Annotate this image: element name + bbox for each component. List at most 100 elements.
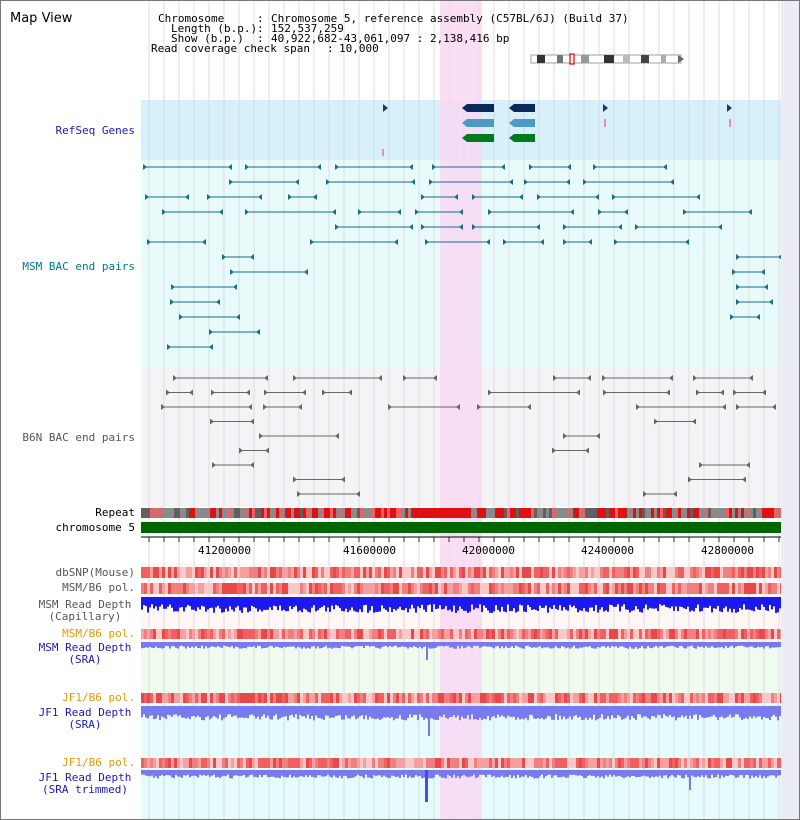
pol-cell (351, 583, 354, 594)
repeat-cell (642, 508, 645, 518)
track-label-jf1-pol-1[interactable]: JF1/B6 pol. (62, 691, 135, 704)
depth-bar (663, 642, 665, 649)
pol-cell (288, 567, 291, 578)
pol-cell (594, 693, 597, 703)
pol-cell (771, 583, 774, 594)
depth-bar (749, 706, 751, 717)
depth-bar (145, 706, 147, 718)
polymorphism-strips[interactable] (141, 567, 783, 768)
depth-bar (253, 770, 255, 777)
pol-cell (528, 583, 531, 594)
depth-bar (421, 706, 423, 717)
track-label-msm-depth-cap[interactable]: MSM Read Depth (Capillary) (33, 599, 137, 623)
depth-bar (769, 706, 771, 721)
pol-cell (342, 758, 345, 768)
bac-end (246, 389, 250, 396)
pol-cell (594, 629, 597, 639)
track-label-msm-bac[interactable]: MSM BAC end pairs (22, 260, 135, 273)
repeat-track[interactable] (141, 508, 783, 518)
pol-cell (468, 567, 471, 578)
bac-end (570, 209, 574, 215)
depth-bar (141, 597, 143, 610)
pol-cell (447, 567, 450, 578)
pol-cell (258, 693, 261, 703)
repeat-cell (291, 508, 294, 518)
track-label-refseq[interactable]: RefSeq Genes (55, 124, 135, 137)
depth-bar (675, 770, 677, 778)
repeat-cell (621, 508, 624, 518)
track-label-jf1-pol-2[interactable]: JF1/B6 pol. (62, 756, 135, 769)
depth-bar (629, 770, 631, 778)
depth-bar (181, 706, 183, 718)
depth-bar (269, 770, 271, 777)
pol-cell (579, 629, 582, 639)
depth-bar (317, 597, 319, 611)
pol-cell (300, 567, 303, 578)
refseq-genes[interactable] (382, 104, 732, 156)
depth-bar (181, 770, 183, 778)
depth-bar (703, 706, 705, 719)
bac-end (293, 476, 297, 483)
depth-bar (155, 642, 157, 647)
track-label-msm-b6-pol-2[interactable]: MSM/B6 pol. (62, 627, 135, 640)
repeat-cell (474, 508, 477, 518)
pol-cell (195, 567, 198, 578)
depth-bar (305, 770, 307, 776)
depth-bar (687, 770, 689, 778)
track-label-jf1-depth-sra[interactable]: JF1 Read Depth (SRA) (33, 707, 137, 731)
depth-bar (393, 642, 395, 647)
depth-bar (163, 770, 165, 777)
bac-end (219, 209, 223, 215)
depth-bar (425, 706, 427, 719)
b6n-bac-end-pairs[interactable] (161, 375, 776, 497)
track-label-b6n-bac[interactable]: B6N BAC end pairs (22, 431, 135, 444)
pol-cell (771, 693, 774, 703)
chromosome-ideogram[interactable] (530, 53, 684, 65)
depth-bar (691, 642, 693, 646)
depth-bar (389, 642, 391, 646)
depth-bar (357, 770, 359, 775)
track-label-msm-depth-sra[interactable]: MSM Read Depth (SRA) (33, 642, 137, 666)
depth-bar (543, 706, 545, 720)
pol-cell (666, 693, 669, 703)
track-label-msm-b6-pol-1[interactable]: MSM/B6 pol. (62, 581, 135, 594)
depth-bar (727, 642, 729, 648)
depth-bar (667, 770, 669, 779)
depth-bar (141, 770, 143, 775)
depth-bar (255, 642, 257, 649)
pol-cell (603, 758, 606, 768)
depth-bar (351, 597, 353, 608)
track-label-chromosome[interactable]: chromosome 5 (55, 521, 135, 534)
pol-cell (453, 629, 456, 639)
repeat-cell (570, 508, 573, 518)
track-label-msm-depth-sra-line2: (SRA) (68, 653, 102, 666)
depth-bar (693, 706, 695, 715)
bac-end (411, 179, 415, 185)
repeat-cell (276, 508, 279, 518)
depth-bar (217, 642, 219, 647)
pol-cell (618, 629, 621, 639)
depth-bar (585, 770, 587, 778)
pol-cell (573, 583, 576, 594)
depth-bar (499, 642, 501, 649)
depth-bar (605, 770, 607, 776)
depth-bar (215, 597, 217, 608)
read-depth-tracks[interactable] (141, 597, 781, 802)
track-label-repeat[interactable]: Repeat (95, 506, 135, 519)
pol-cell (444, 758, 447, 768)
ruler-tick-label: 42400000 (581, 544, 634, 557)
msm-bac-end-pairs[interactable] (143, 164, 782, 350)
pol-cell (678, 758, 681, 768)
track-label-jf1-depth-trim[interactable]: JF1 Read Depth (SRA trimmed) (25, 772, 145, 796)
depth-bar (337, 642, 339, 649)
chromosome-bar[interactable] (141, 522, 781, 533)
depth-bar (363, 597, 365, 606)
pol-cell (240, 693, 243, 703)
pol-cell (534, 629, 537, 639)
depth-bar (147, 642, 149, 648)
pol-cell (444, 693, 447, 703)
track-label-dbsnp[interactable]: dbSNP(Mouse) (55, 566, 135, 579)
depth-bar (451, 770, 453, 778)
depth-bar (333, 642, 335, 648)
